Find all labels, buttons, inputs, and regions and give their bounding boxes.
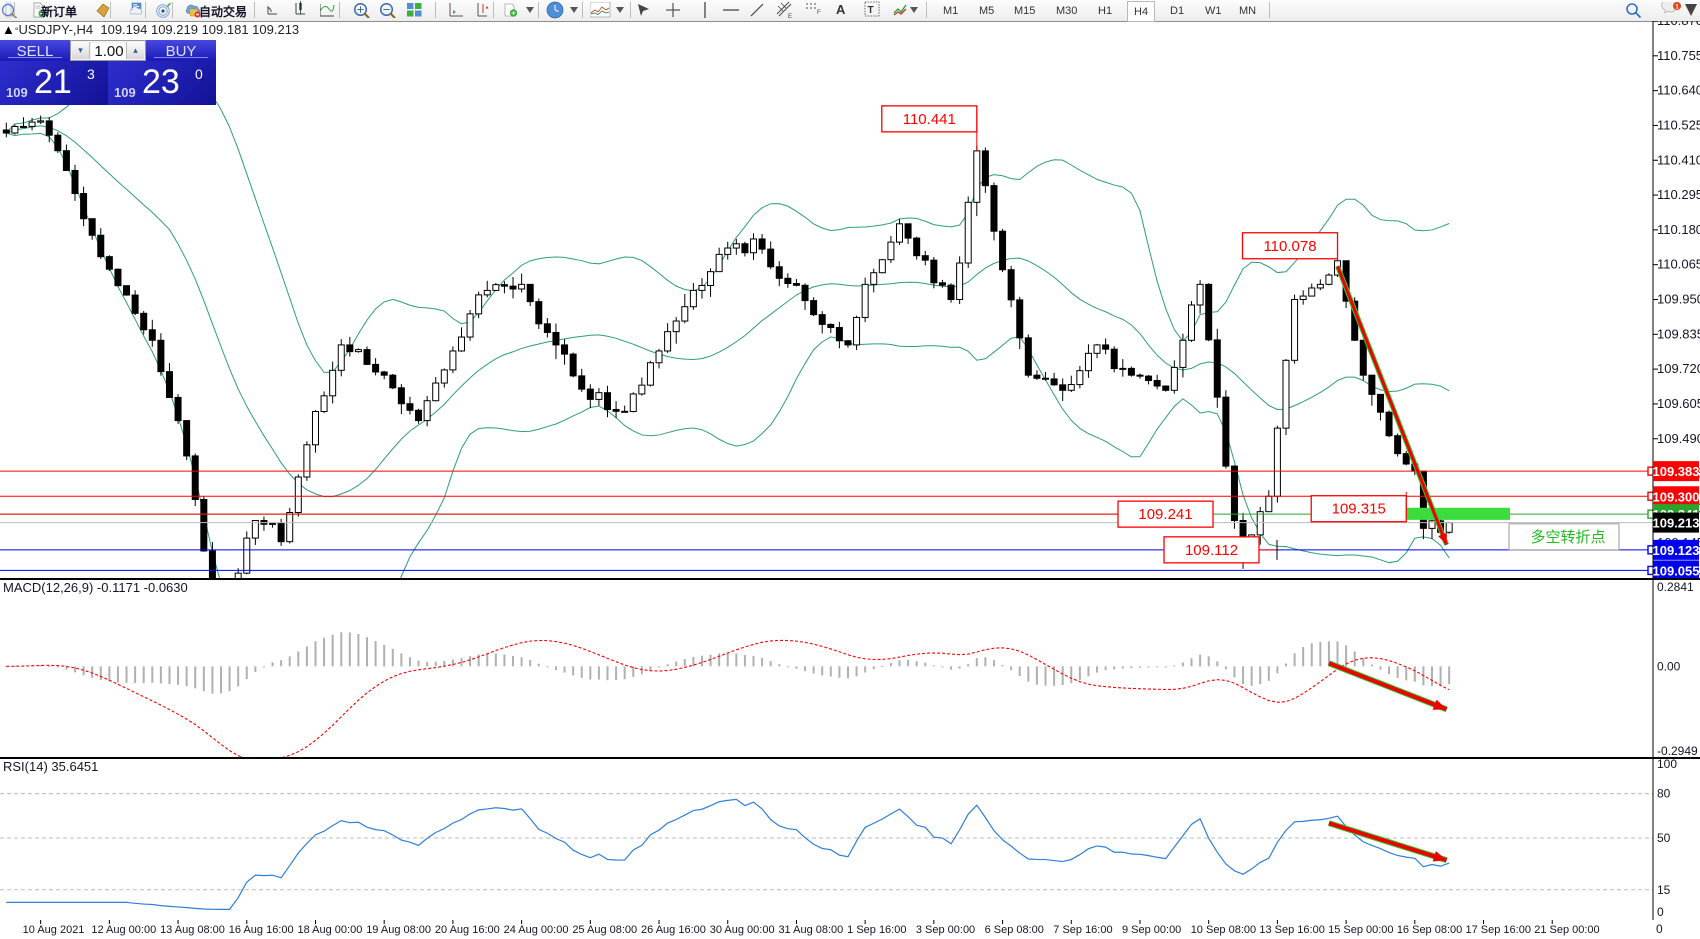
- svg-text:12 Aug 00:00: 12 Aug 00:00: [91, 924, 156, 936]
- svg-text:26 Aug 16:00: 26 Aug 16:00: [641, 924, 706, 936]
- svg-text:20 Aug 16:00: 20 Aug 16:00: [435, 924, 500, 936]
- svg-text:110.870: 110.870: [1657, 21, 1700, 28]
- svg-text:30 Aug 00:00: 30 Aug 00:00: [710, 924, 775, 936]
- svg-text:109.213: 109.213: [1653, 516, 1700, 531]
- svg-text:110.441: 110.441: [903, 111, 956, 128]
- svg-text:多空转折点: 多空转折点: [1530, 529, 1605, 546]
- svg-text:109.315: 109.315: [1332, 501, 1386, 518]
- svg-text:109.720: 109.720: [1657, 361, 1700, 376]
- svg-text:6 Sep 08:00: 6 Sep 08:00: [985, 924, 1044, 936]
- svg-text:7 Sep 16:00: 7 Sep 16:00: [1053, 924, 1112, 936]
- svg-text:0.2841: 0.2841: [1657, 580, 1694, 594]
- svg-text:17 Sep 16:00: 17 Sep 16:00: [1466, 924, 1531, 936]
- svg-text:10 Aug 2021: 10 Aug 2021: [23, 924, 85, 936]
- svg-text:A: A: [836, 2, 846, 17]
- svg-text:24 Aug 00:00: 24 Aug 00:00: [504, 924, 569, 936]
- svg-text:109.490: 109.490: [1657, 431, 1700, 446]
- svg-text:110.065: 110.065: [1657, 257, 1700, 272]
- svg-text:F: F: [817, 10, 821, 15]
- svg-text:3 Sep 00:00: 3 Sep 00:00: [916, 924, 975, 936]
- svg-text:50: 50: [1657, 831, 1671, 845]
- svg-text:110.755: 110.755: [1657, 48, 1700, 63]
- svg-text:15 Sep 00:00: 15 Sep 00:00: [1328, 924, 1393, 936]
- svg-text:RSI(14) 35.6451: RSI(14) 35.6451: [3, 759, 98, 774]
- svg-text:109.300: 109.300: [1653, 489, 1700, 504]
- svg-text:109.383: 109.383: [1653, 464, 1700, 479]
- svg-text:110.410: 110.410: [1657, 152, 1700, 167]
- svg-text:80: 80: [1657, 787, 1671, 801]
- svg-text:109.112: 109.112: [1185, 542, 1238, 559]
- svg-text:15: 15: [1657, 883, 1671, 897]
- svg-text:109.123: 109.123: [1653, 543, 1700, 558]
- svg-text:110.180: 110.180: [1657, 222, 1700, 237]
- svg-text:E: E: [788, 14, 792, 19]
- svg-text:109.241: 109.241: [1138, 506, 1192, 523]
- svg-text:100: 100: [1657, 758, 1677, 771]
- svg-text:109.605: 109.605: [1657, 396, 1700, 411]
- svg-text:21 Sep 00:00: 21 Sep 00:00: [1534, 924, 1599, 936]
- svg-text:31 Aug 08:00: 31 Aug 08:00: [778, 924, 843, 936]
- svg-text:10 Sep 08:00: 10 Sep 08:00: [1191, 924, 1256, 936]
- svg-text:19 Aug 08:00: 19 Aug 08:00: [366, 924, 431, 936]
- svg-text:16 Sep 08:00: 16 Sep 08:00: [1397, 924, 1462, 936]
- svg-text:1 Sep 16:00: 1 Sep 16:00: [847, 924, 906, 936]
- svg-text:109.950: 109.950: [1657, 292, 1700, 307]
- svg-text:110.525: 110.525: [1657, 117, 1700, 132]
- svg-text:-0.2949: -0.2949: [1657, 744, 1698, 757]
- svg-text:MACD(12,26,9) -0.1171 -0.063: MACD(12,26,9) -0.1171 -0.0630: [3, 580, 188, 595]
- svg-text:13 Aug 08:00: 13 Aug 08:00: [160, 924, 225, 936]
- svg-text:T: T: [868, 5, 874, 16]
- svg-text:18 Aug 00:00: 18 Aug 00:00: [297, 924, 362, 936]
- svg-text:16 Aug 16:00: 16 Aug 16:00: [229, 924, 294, 936]
- svg-text:109.835: 109.835: [1657, 326, 1700, 341]
- svg-text:0: 0: [1656, 922, 1663, 936]
- svg-text:0.00: 0.00: [1657, 659, 1681, 673]
- svg-text:110.640: 110.640: [1657, 83, 1700, 98]
- svg-text:13 Sep 16:00: 13 Sep 16:00: [1259, 924, 1324, 936]
- svg-text:9 Sep 00:00: 9 Sep 00:00: [1122, 924, 1181, 936]
- svg-text:110.295: 110.295: [1657, 187, 1700, 202]
- svg-text:0: 0: [1657, 905, 1664, 919]
- svg-text:109.055: 109.055: [1653, 563, 1700, 578]
- svg-text:25 Aug 08:00: 25 Aug 08:00: [572, 924, 637, 936]
- svg-text:110.078: 110.078: [1263, 238, 1316, 255]
